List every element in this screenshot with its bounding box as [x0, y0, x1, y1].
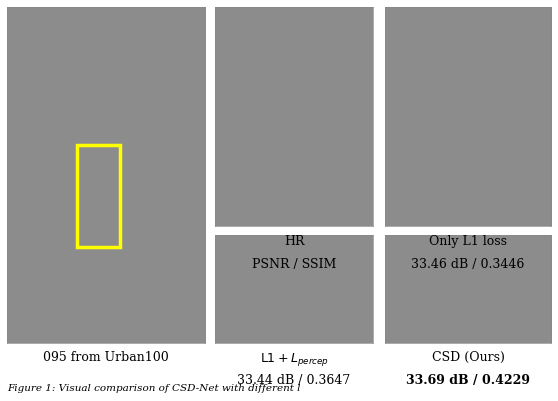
Text: $\mathrm{L1} + L_{percep}$: $\mathrm{L1} + L_{percep}$ — [259, 350, 329, 367]
Text: CSD (Ours): CSD (Ours) — [432, 350, 504, 363]
Text: 33.46 dB / 0.3446: 33.46 dB / 0.3446 — [411, 258, 525, 271]
Text: 33.44 dB / 0.3647: 33.44 dB / 0.3647 — [238, 373, 350, 386]
Text: PSNR / SSIM: PSNR / SSIM — [252, 258, 336, 271]
Text: HR: HR — [284, 235, 304, 247]
Text: Figure 1: Visual comparison of CSD-Net with different l: Figure 1: Visual comparison of CSD-Net w… — [7, 383, 300, 392]
Text: 33.69 dB / 0.4229: 33.69 dB / 0.4229 — [406, 373, 530, 386]
Text: 095 from Urban100: 095 from Urban100 — [43, 350, 169, 363]
Text: Only L1 loss: Only L1 loss — [429, 235, 507, 247]
Bar — [77, 145, 119, 247]
